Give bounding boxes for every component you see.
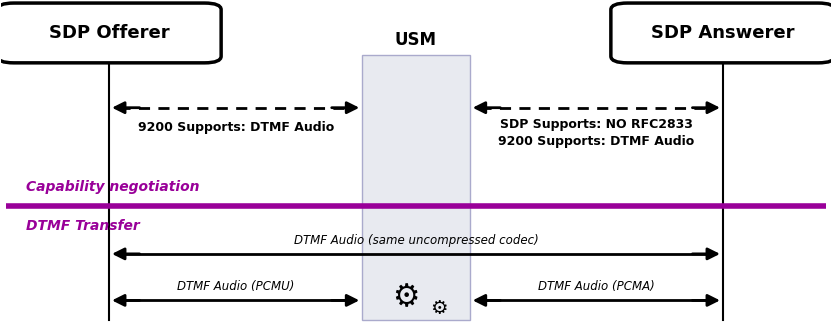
Text: SDP Offerer: SDP Offerer [49,24,170,42]
FancyBboxPatch shape [611,3,832,63]
FancyBboxPatch shape [0,3,221,63]
Text: SDP Supports: NO RFC2833
9200 Supports: DTMF Audio: SDP Supports: NO RFC2833 9200 Supports: … [498,118,695,148]
Text: USM: USM [395,30,437,49]
Text: DTMF Audio (same uncompressed codec): DTMF Audio (same uncompressed codec) [294,233,538,247]
Text: ⚙: ⚙ [393,283,419,312]
Text: SDP Answerer: SDP Answerer [651,24,795,42]
Text: ⚙: ⚙ [430,299,448,318]
Text: DTMF Audio (PCMU): DTMF Audio (PCMU) [177,280,295,293]
Text: DTMF Transfer: DTMF Transfer [27,219,140,232]
FancyBboxPatch shape [362,55,470,320]
Text: DTMF Audio (PCMA): DTMF Audio (PCMA) [538,280,655,293]
Text: Capability negotiation: Capability negotiation [27,181,200,194]
Text: 9200 Supports: DTMF Audio: 9200 Supports: DTMF Audio [137,121,334,134]
